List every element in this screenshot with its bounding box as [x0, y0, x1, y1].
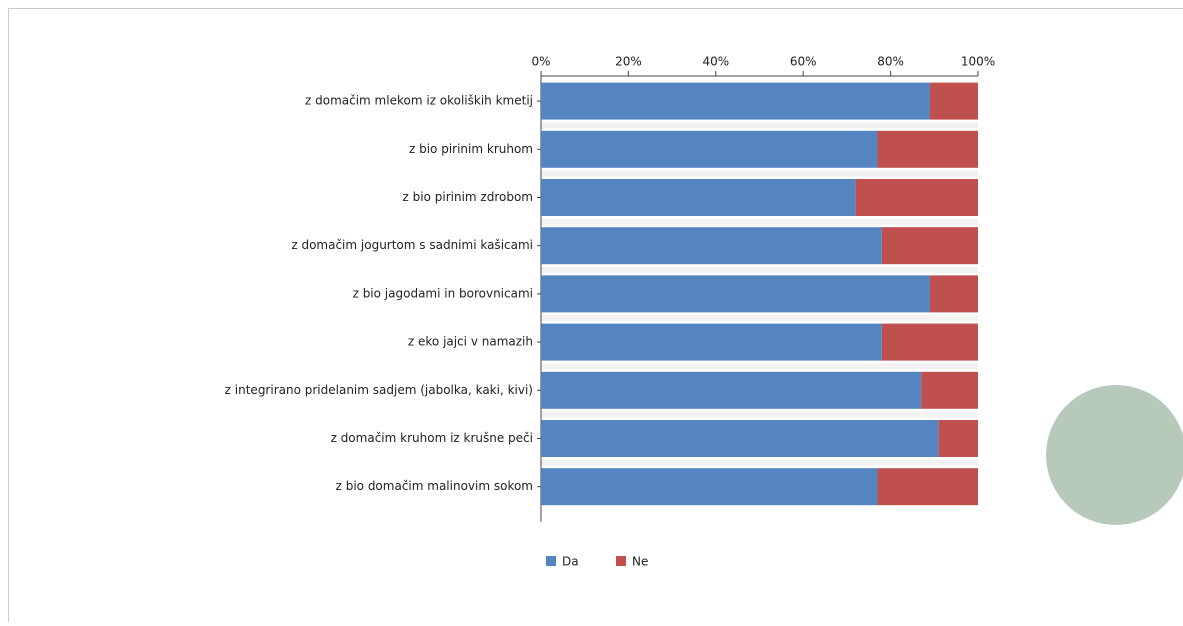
decoration-inner: [1052, 391, 1180, 519]
bar-segment: [541, 372, 921, 409]
bar-segment: [856, 179, 978, 216]
bar-segment: [877, 131, 978, 168]
row-gap: [541, 170, 978, 176]
bar-segment: [541, 83, 930, 120]
y-tick-label: z bio jagodami in borovnicami: [353, 286, 533, 300]
row-gap: [541, 267, 978, 273]
row-gap: [541, 315, 978, 321]
bar-segment: [541, 227, 882, 264]
x-tick-label: 80%: [877, 55, 904, 69]
bar-segment: [541, 179, 856, 216]
legend-swatch: [546, 556, 556, 566]
y-tick-label: z domačim mlekom iz okoliških kmetij: [305, 94, 533, 108]
row-gap: [541, 460, 978, 466]
bar-segment: [930, 275, 978, 312]
bar-segment: [541, 420, 939, 457]
legend-swatch: [616, 556, 626, 566]
x-tick-label: 40%: [702, 55, 729, 69]
bar-segment: [930, 83, 978, 120]
x-tick-label: 0%: [531, 55, 550, 69]
y-tick-label: z domačim jogurtom s sadnimi kašicami: [291, 238, 533, 252]
y-tick-label: z bio domačim malinovim sokom: [336, 479, 533, 493]
x-tick-label: 20%: [615, 55, 642, 69]
x-tick-label: 100%: [961, 55, 995, 69]
row-gap: [541, 122, 978, 128]
bar-segment: [541, 131, 877, 168]
y-tick-label: z bio pirinim zdrobom: [403, 190, 533, 204]
bar-segment: [882, 324, 978, 361]
bar-segment: [921, 372, 978, 409]
bar-segment: [541, 324, 882, 361]
bar-segment: [877, 468, 978, 505]
legend-label: Ne: [632, 555, 648, 569]
row-gap: [541, 219, 978, 225]
row-gap: [541, 411, 978, 417]
bar-segment: [939, 420, 978, 457]
y-tick-label: z integrirano pridelanim sadjem (jabolka…: [225, 383, 533, 397]
y-tick-label: z eko jajci v namazih: [408, 335, 533, 349]
legend-label: Da: [562, 555, 579, 569]
bar-segment: [541, 468, 877, 505]
y-tick-label: z bio pirinim kruhom: [409, 142, 533, 156]
x-tick-label: 60%: [790, 55, 817, 69]
bar-segment: [882, 227, 978, 264]
row-gap: [541, 363, 978, 369]
bar-segment: [541, 275, 930, 312]
y-tick-label: z domačim kruhom iz krušne peči: [331, 431, 533, 445]
